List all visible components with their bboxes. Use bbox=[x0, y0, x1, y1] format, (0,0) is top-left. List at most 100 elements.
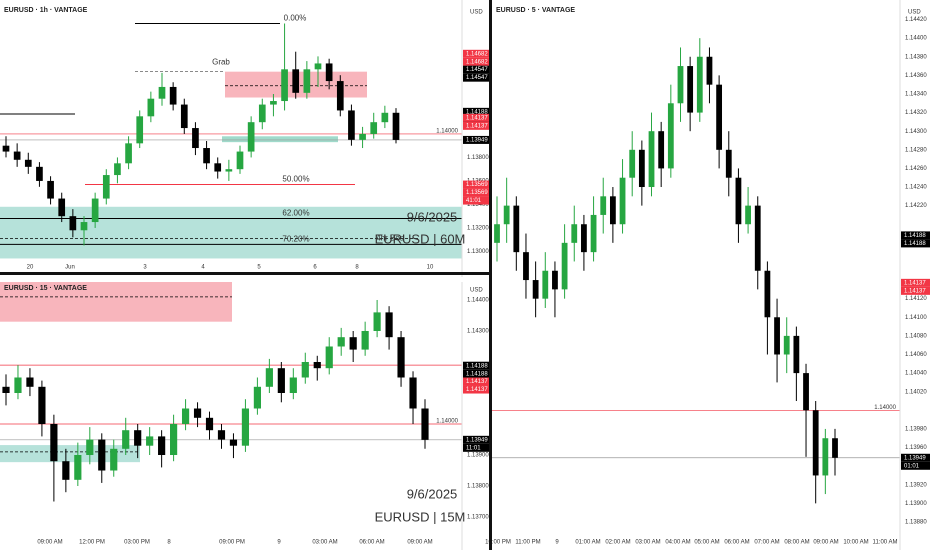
candle-body bbox=[812, 410, 819, 476]
candle-body bbox=[677, 66, 684, 104]
x-tick-label: 04:00 AM bbox=[665, 540, 690, 546]
x-tick-label: 10:00 AM bbox=[843, 540, 868, 546]
x-tick-label: 09:00 AM bbox=[37, 540, 62, 546]
price-tag-label: 1.14137 bbox=[904, 288, 926, 294]
candle-body bbox=[667, 103, 674, 169]
candle-body bbox=[658, 131, 665, 169]
candle-body bbox=[62, 461, 70, 480]
price-tag bbox=[901, 239, 930, 248]
candle-body bbox=[629, 149, 636, 178]
candle-body bbox=[349, 337, 357, 350]
x-tick-label: 4 bbox=[201, 265, 205, 271]
y-tick-label: 1.14040 bbox=[905, 371, 927, 377]
candle-body bbox=[146, 436, 154, 446]
y-tick-label: 1.14020 bbox=[905, 389, 927, 395]
x-tick-label: 6 bbox=[313, 265, 317, 271]
x-tick-label: 06:00 AM bbox=[724, 540, 749, 546]
x-tick-label: 02:00 AM bbox=[605, 540, 630, 546]
candle-body bbox=[270, 101, 277, 105]
y-tick-label: 1.14100 bbox=[905, 315, 927, 321]
candle-body bbox=[229, 439, 238, 446]
x-tick-label: 06:00 AM bbox=[359, 540, 384, 546]
candle-body bbox=[513, 205, 520, 253]
price-tag-label: 1.14137 bbox=[466, 123, 488, 129]
x-tick-label: 11:00 PM bbox=[515, 540, 540, 546]
x-tick-label: 09:00 AM bbox=[813, 540, 838, 546]
candle-body bbox=[687, 66, 694, 113]
candle-body bbox=[542, 270, 549, 299]
price-tag bbox=[901, 286, 930, 295]
y-tick-label: 1.13800 bbox=[467, 155, 489, 161]
y-tick-label: 1.13800 bbox=[467, 484, 489, 490]
price-tag bbox=[901, 453, 930, 462]
zone bbox=[0, 282, 232, 322]
candle-body bbox=[14, 377, 22, 393]
y-tick-label: 1.14220 bbox=[905, 203, 927, 209]
candle-body bbox=[136, 116, 144, 144]
price-tag bbox=[463, 49, 490, 58]
price-tag bbox=[463, 107, 490, 116]
candle-body bbox=[181, 408, 190, 425]
zone bbox=[0, 206, 462, 259]
x-tick-label: 20 bbox=[27, 265, 34, 271]
candle-body bbox=[783, 335, 790, 355]
y-tick-label: 1.13700 bbox=[467, 515, 489, 521]
x-tick-label: 9 bbox=[555, 540, 559, 546]
candle-body bbox=[754, 205, 761, 271]
candle-body bbox=[725, 149, 732, 178]
price-tag-label: 1.14682 bbox=[466, 51, 488, 57]
x-tick-label: 10:00 PM bbox=[485, 540, 511, 546]
y-tick-label: 1.13880 bbox=[905, 520, 927, 526]
candle-body bbox=[193, 408, 202, 418]
candle-body bbox=[503, 205, 510, 225]
candle-body bbox=[277, 368, 285, 393]
y-tick-label: 1.14320 bbox=[905, 110, 927, 116]
y-tick-label: 1.13200 bbox=[467, 226, 489, 232]
candle-body bbox=[609, 196, 616, 225]
candle-body bbox=[619, 177, 626, 225]
date-watermark: 9/6/2025 bbox=[407, 486, 458, 501]
price-tag bbox=[463, 135, 490, 144]
candle-body bbox=[258, 104, 266, 123]
currency: USD bbox=[470, 288, 483, 294]
y-tick-label: 1.14400 bbox=[467, 298, 489, 304]
candle-body bbox=[13, 151, 21, 160]
candle-body bbox=[180, 104, 188, 129]
candle-body bbox=[69, 216, 77, 231]
candle-body bbox=[494, 224, 500, 243]
fib-label: 62.00% bbox=[282, 209, 309, 218]
candle-body bbox=[774, 317, 780, 355]
x-tick-label: 8 bbox=[167, 540, 171, 546]
candle-body bbox=[114, 163, 121, 176]
candle-body bbox=[102, 175, 110, 199]
price-tag bbox=[463, 435, 490, 444]
candle-body bbox=[241, 408, 250, 446]
fib-label: 0.00% bbox=[284, 14, 307, 23]
price-line-label: 1.14000 bbox=[436, 419, 458, 425]
price-tag-label: 1.13949 bbox=[904, 455, 926, 461]
price-tag-label: 1.14188 bbox=[466, 109, 488, 115]
zone bbox=[222, 136, 338, 143]
candle-body bbox=[359, 133, 366, 140]
x-tick-label: 05:00 AM bbox=[694, 540, 719, 546]
candle-body bbox=[301, 361, 309, 378]
y-tick-label: 1.14380 bbox=[905, 54, 927, 60]
timer-label: 41:01 bbox=[466, 198, 482, 204]
price-tag-label: 1.14137 bbox=[466, 387, 488, 393]
price-line-label: 1.14000 bbox=[436, 129, 458, 135]
x-tick-label: 07:00 AM bbox=[754, 540, 779, 546]
zone bbox=[0, 445, 140, 463]
symbol-watermark: EURUSD | 60M bbox=[375, 231, 466, 246]
price-tag bbox=[463, 369, 490, 378]
price-tag bbox=[463, 188, 490, 197]
candle-body bbox=[706, 56, 713, 85]
candle-body bbox=[336, 81, 344, 111]
candle-body bbox=[86, 439, 94, 456]
x-tick-label: 11:00 AM bbox=[873, 540, 898, 546]
candle-body bbox=[348, 110, 355, 140]
y-tick-label: 1.14120 bbox=[905, 296, 927, 302]
price-tag-label: 1.14137 bbox=[904, 280, 926, 286]
candle-body bbox=[134, 430, 142, 446]
y-tick-label: 1.14240 bbox=[905, 185, 927, 191]
candle-body bbox=[192, 128, 199, 149]
